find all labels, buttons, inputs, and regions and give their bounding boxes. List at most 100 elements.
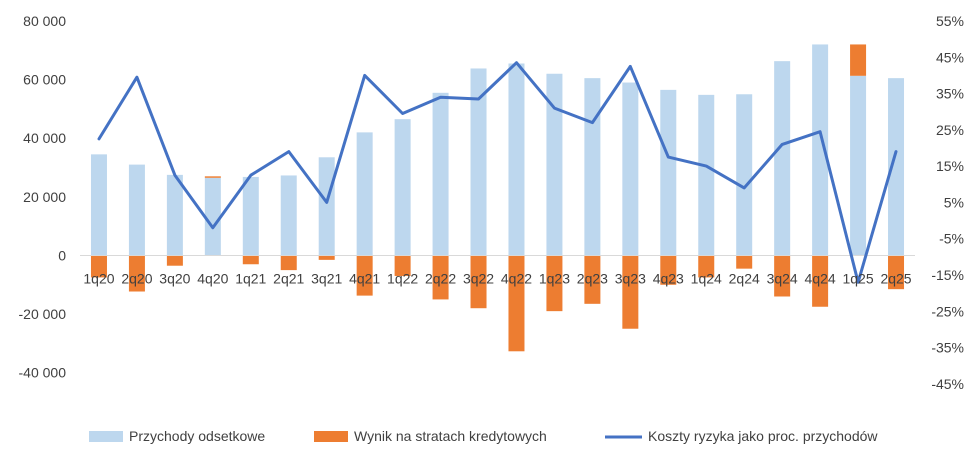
legend-swatch-series-1 (314, 431, 348, 442)
bar-series-0-1q25[interactable] (850, 75, 867, 256)
right-tick-label: 55% (936, 13, 964, 29)
category-label: 2q24 (729, 270, 760, 286)
category-label: 2q25 (880, 270, 911, 286)
bar-series-0-2q22[interactable] (432, 92, 449, 256)
category-label: 1q21 (235, 270, 266, 286)
bar-series-1-2q25[interactable] (888, 255, 905, 290)
bar-series-0-1q21[interactable] (242, 176, 259, 256)
right-tick-label: 45% (936, 49, 964, 65)
left-axis-ticks: 80 000 60 000 40 000 20 000 0 -20 000 -40 000 (19, 13, 67, 381)
bar-series-0-1q22[interactable] (394, 119, 411, 256)
category-label: 4q24 (805, 270, 836, 286)
right-tick-label: -45% (931, 376, 964, 392)
bar-series-1-4q22[interactable] (508, 255, 525, 352)
left-tick-label: 80 000 (23, 13, 66, 29)
bar-series-1-2q23[interactable] (584, 255, 601, 304)
right-tick-label: 25% (936, 122, 964, 138)
bar-series-0-4q24[interactable] (812, 44, 829, 256)
category-label: 2q20 (121, 270, 152, 286)
bar-series-0-3q21[interactable] (318, 157, 335, 256)
bar-series-0-3q23[interactable] (622, 82, 639, 256)
category-label: 4q20 (197, 270, 228, 286)
right-tick-label: -35% (931, 340, 964, 356)
bar-series-1-2q24[interactable] (736, 255, 753, 269)
category-label: 1q24 (691, 270, 722, 286)
legend-label-series-2: Koszty ryzyka jako proc. przychodów (648, 428, 878, 444)
category-label: 3q23 (615, 270, 646, 286)
bar-series-0-2q25[interactable] (888, 78, 905, 256)
bar-series-1-2q22[interactable] (432, 255, 449, 300)
category-label: 3q20 (159, 270, 190, 286)
bar-series-1-3q21[interactable] (318, 255, 335, 260)
bar-series-0-1q24[interactable] (698, 94, 715, 256)
bar-series-1-4q21[interactable] (356, 255, 373, 296)
category-label: 2q22 (425, 270, 456, 286)
bar-series-0-3q22[interactable] (470, 68, 487, 256)
bar-series-0-1q20[interactable] (90, 154, 107, 256)
bar-series-0-2q23[interactable] (584, 78, 601, 256)
line-series-2[interactable] (97, 61, 898, 284)
category-label: 1q22 (387, 270, 418, 286)
bar-series-1-2q20[interactable] (128, 255, 145, 292)
bar-series-1-1q23[interactable] (546, 255, 563, 312)
bars-layer (90, 44, 905, 352)
left-tick-label: -20 000 (19, 306, 67, 322)
legend-item-series-0[interactable]: Przychody odsetkowe (89, 428, 265, 444)
bar-series-1-1q20[interactable] (90, 255, 107, 278)
left-tick-label: 60 000 (23, 72, 66, 88)
category-label: 4q22 (501, 270, 532, 286)
bar-series-1-3q24[interactable] (774, 255, 791, 297)
bar-series-1-1q22[interactable] (394, 255, 411, 276)
legend-label-series-0: Przychody odsetkowe (129, 428, 265, 444)
bar-series-1-3q20[interactable] (166, 255, 183, 266)
legend-item-series-1[interactable]: Wynik na stratach kredytowych (314, 428, 547, 444)
bar-series-0-1q23[interactable] (546, 73, 563, 256)
left-tick-label: 0 (58, 247, 66, 263)
right-tick-label: -25% (931, 303, 964, 319)
category-label: 4q23 (653, 270, 684, 286)
line-layer (97, 61, 898, 284)
left-tick-label: 20 000 (23, 189, 66, 205)
bar-series-0-4q21[interactable] (356, 132, 373, 256)
right-tick-label: -5% (939, 231, 964, 247)
bar-series-0-2q24[interactable] (736, 94, 753, 256)
bar-series-0-2q20[interactable] (128, 164, 145, 256)
category-label: 3q21 (311, 270, 342, 286)
category-label: 3q22 (463, 270, 494, 286)
category-label: 3q24 (767, 270, 798, 286)
bar-series-1-1q21[interactable] (242, 255, 259, 265)
bar-series-0-2q21[interactable] (280, 175, 297, 256)
category-label: 1q23 (539, 270, 570, 286)
bar-series-0-4q22[interactable] (508, 63, 525, 256)
category-label: 1q20 (83, 270, 114, 286)
category-labels: 1q20 2q20 3q20 4q20 1q21 2q21 3q21 4q21 1q22 2q22… (83, 270, 911, 286)
bar-series-1-2q21[interactable] (280, 255, 297, 271)
right-tick-label: -15% (931, 267, 964, 283)
category-label: 2q23 (577, 270, 608, 286)
bar-series-1-3q22[interactable] (470, 255, 487, 309)
right-axis-ticks: 55% 45% 35% 25% 15% 5% -5% -15% -25% -35% -45% (931, 13, 964, 392)
bar-series-0-4q20[interactable] (204, 177, 221, 256)
bar-series-1-4q20[interactable] (204, 176, 221, 178)
bar-series-1-4q23[interactable] (660, 255, 677, 285)
legend-label-series-1: Wynik na stratach kredytowych (354, 428, 547, 444)
legend-item-series-2[interactable]: Koszty ryzyka jako proc. przychodów (605, 428, 878, 444)
bar-series-0-3q20[interactable] (166, 174, 183, 256)
left-tick-label: 40 000 (23, 130, 66, 146)
right-tick-label: 15% (936, 158, 964, 174)
category-label: 1q25 (842, 270, 873, 286)
bar-series-1-1q25[interactable] (850, 44, 867, 76)
bar-series-1-1q24[interactable] (698, 255, 715, 278)
legend-swatch-series-0 (89, 431, 123, 442)
bar-series-0-3q24[interactable] (774, 61, 791, 256)
bar-series-0-4q23[interactable] (660, 89, 677, 256)
bar-series-1-3q23[interactable] (622, 255, 639, 329)
category-label: 2q21 (273, 270, 304, 286)
legend: Przychody odsetkowe Wynik na stratach kr… (89, 428, 878, 444)
category-label: 4q21 (349, 270, 380, 286)
right-tick-label: 5% (944, 194, 964, 210)
left-tick-label: -40 000 (19, 365, 67, 381)
bar-series-1-4q24[interactable] (812, 255, 829, 307)
